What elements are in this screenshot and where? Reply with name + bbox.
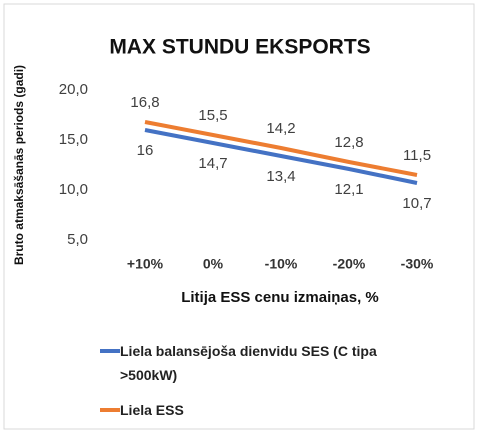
y-tick-label: 10,0 (59, 181, 88, 198)
data-label: 14,2 (266, 120, 295, 137)
data-label: 13,4 (266, 168, 295, 185)
y-axis-label: Bruto atmaksāšanās periods (gadi) (12, 65, 26, 265)
chart-frame (3, 3, 475, 430)
y-tick-label: 15,0 (59, 131, 88, 148)
x-tick-label: 0% (203, 256, 224, 272)
x-tick-label: -30% (401, 256, 434, 272)
x-tick-label: +10% (127, 256, 164, 272)
legend-label: Liela balansējoša dienvidu SES (C tipa >… (120, 343, 377, 383)
y-tick-label: 5,0 (67, 231, 88, 248)
chart-title: MAX STUNDU EKSPORTS (109, 36, 370, 59)
x-tick-label: -20% (333, 256, 366, 272)
data-label: 16,8 (130, 94, 159, 111)
data-label: 15,5 (198, 107, 227, 124)
data-label: 11,5 (403, 147, 431, 164)
legend-label: Liela ESS (120, 402, 184, 418)
data-label: 12,8 (334, 134, 363, 151)
data-label: 16 (137, 142, 154, 159)
data-label: 14,7 (198, 155, 227, 172)
series-line (144, 120, 418, 177)
y-tick-label: 20,0 (59, 81, 88, 98)
series-line (144, 128, 418, 185)
data-label: 10,7 (402, 195, 431, 212)
x-axis-label: Litija ESS cenu izmaiņas, % (181, 289, 379, 306)
x-tick-label: -10% (265, 256, 298, 272)
data-label: 12,1 (334, 181, 363, 198)
